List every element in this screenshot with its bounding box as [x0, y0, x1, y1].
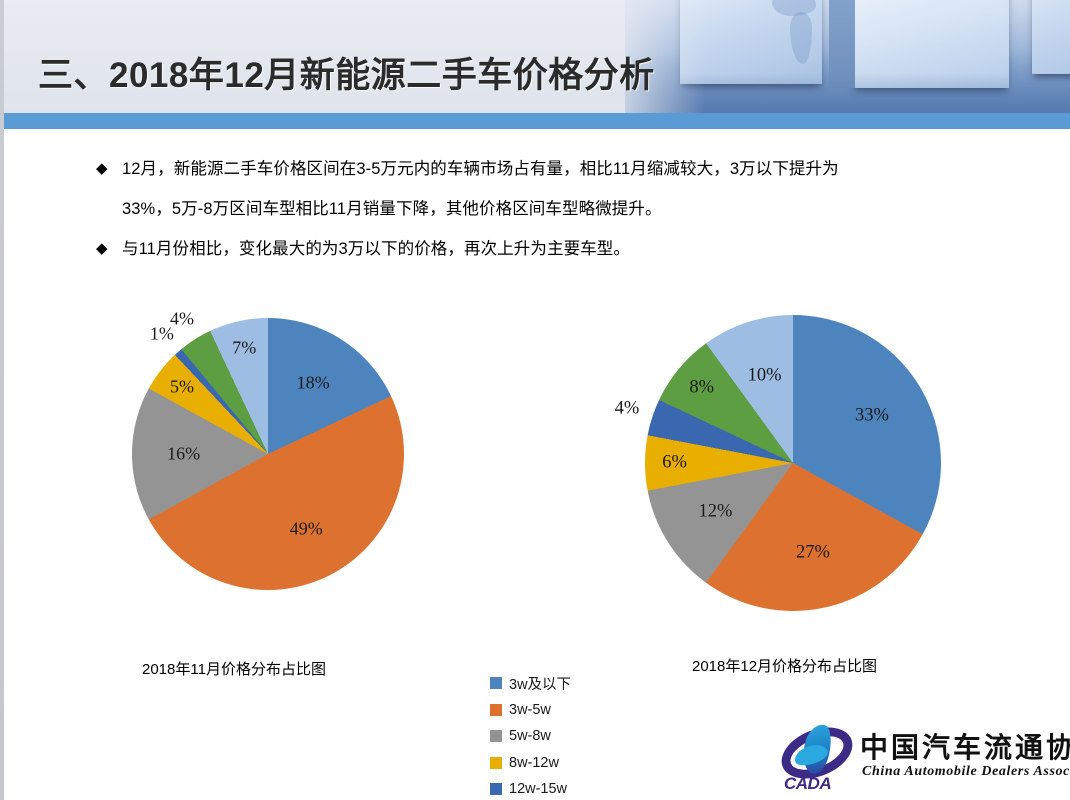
- legend-item[interactable]: 12w-15w: [490, 776, 571, 800]
- bullet-item: ◆ 与11月份相比，变化最大的为3万以下的价格，再次上升为主要车型。: [96, 232, 976, 266]
- decorative-cube-3: [1032, 0, 1070, 74]
- pie-graphic: 18% 49% 16% 5% 1% 4% 7%: [132, 308, 404, 590]
- map-texture-blob: [790, 12, 812, 64]
- pie-slice-label: 4%: [170, 308, 194, 328]
- cada-emblem-icon: CADA: [774, 717, 860, 793]
- pie-slice-label: 6%: [662, 452, 687, 473]
- pie-chart-november: 18% 49% 16% 5% 1% 4% 7%: [132, 308, 404, 590]
- logo-abbreviation: CADA: [784, 774, 832, 793]
- pie-slice-label: 1%: [149, 323, 174, 344]
- bullet-item: ◆ 12月，新能源二手车价格区间在3-5万元内的车辆市场占有量，相比11月缩减较…: [96, 152, 976, 186]
- pie-slice-label: 33%: [855, 405, 889, 426]
- charts-region: 18% 49% 16% 5% 1% 4% 7% 2018年11月价格分布占比图 33% 27%…: [0, 300, 1070, 797]
- pie-slice-label: 7%: [232, 337, 257, 358]
- pie-slice-label: 4%: [614, 398, 640, 419]
- logo-name-chinese: 中国汽车流通协会: [860, 732, 1070, 763]
- pie-slice-label: 27%: [796, 542, 830, 563]
- slide-left-edge: [0, 0, 4, 800]
- legend-color-swatch: [490, 703, 502, 716]
- diamond-bullet-icon: ◆: [96, 240, 108, 257]
- legend-item[interactable]: 3w-5w: [490, 697, 571, 724]
- bullet-text: 与11月份相比，变化最大的为3万以下的价格，再次上升为主要车型。: [122, 240, 631, 258]
- bullet-text: 12月，新能源二手车价格区间在3-5万元内的车辆市场占有量，相比11月缩减较大，…: [122, 160, 839, 178]
- legend-label: 5w-8w: [509, 728, 551, 745]
- legend-item[interactable]: 8w-12w: [490, 750, 571, 777]
- legend-label: 12w-15w: [509, 781, 568, 798]
- slide-header: 三、2018年12月新能源二手车价格分析: [0, 0, 1070, 113]
- decorative-cube-1: [680, 0, 822, 84]
- pie-graphic: 33% 27% 12% 6% 4% 8% 10%: [615, 315, 941, 611]
- cada-logo: CADA 中国汽车流通协会 China Automobile Dealers A…: [774, 717, 1070, 794]
- bullet-list: ◆ 12月，新能源二手车价格区间在3-5万元内的车辆市场占有量，相比11月缩减较…: [96, 152, 976, 272]
- legend-color-swatch: [490, 730, 502, 743]
- map-texture-blob: [772, 0, 816, 16]
- legend-item[interactable]: 5w-8w: [490, 723, 571, 750]
- chart-caption-december: 2018年12月价格分布占比图: [692, 658, 878, 675]
- logo-name-english: China Automobile Dealers Association: [862, 764, 1070, 779]
- pie-slice-label: 10%: [747, 365, 782, 386]
- header-shadow-gradient: [625, 73, 1070, 113]
- diamond-bullet-icon: ◆: [96, 160, 108, 177]
- legend-color-swatch: [490, 783, 502, 796]
- pie-chart-december: 33% 27% 12% 6% 4% 8% 10%: [615, 315, 941, 611]
- bullet-item-continuation: 33%，5万-8万区间车型相比11月销量下降，其他价格区间车型略微提升。: [96, 192, 976, 226]
- pie-slice-label: 16%: [167, 443, 201, 464]
- bullet-text: 33%，5万-8万区间车型相比11月销量下降，其他价格区间车型略微提升。: [122, 200, 662, 218]
- legend-color-swatch: [490, 756, 502, 769]
- pie-slice-label: 12%: [698, 501, 733, 522]
- pie-slice-label: 8%: [689, 377, 715, 398]
- pie-slice-label: 5%: [170, 376, 195, 397]
- header-decorative-art: [625, 0, 1070, 113]
- legend-label: 3w及以下: [509, 676, 572, 693]
- page-title: 三、2018年12月新能源二手车价格分析: [38, 56, 655, 95]
- pie-slice-label: 49%: [289, 518, 323, 539]
- chart-caption-november: 2018年11月价格分布占比图: [142, 661, 326, 678]
- pie-slice-label: 18%: [296, 372, 330, 393]
- legend-label: 3w-5w: [509, 701, 551, 718]
- legend-item[interactable]: 3w及以下: [490, 670, 571, 697]
- legend-label: 8w-12w: [509, 754, 559, 771]
- header-accent-bar: [0, 113, 1070, 129]
- legend-color-swatch: [490, 677, 502, 690]
